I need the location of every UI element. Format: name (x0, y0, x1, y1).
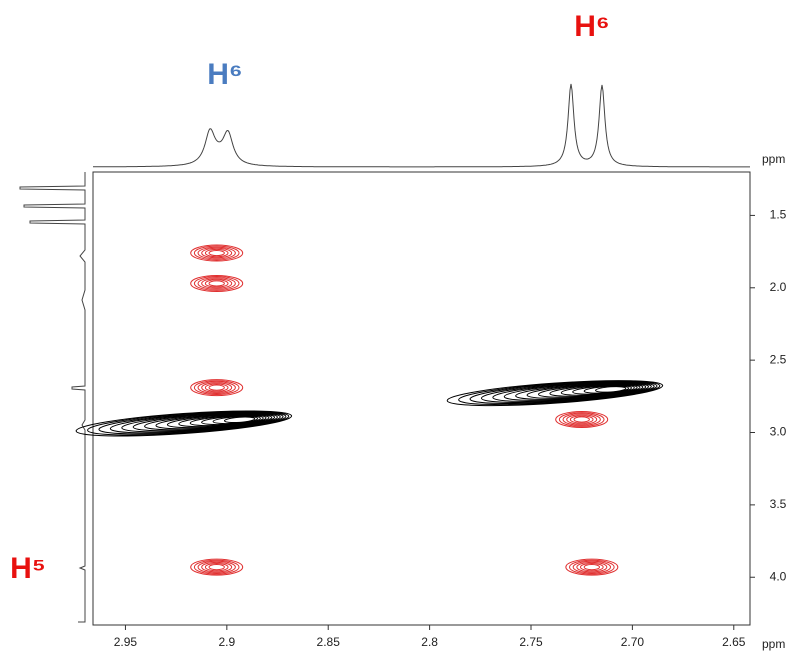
contour (197, 560, 236, 574)
contour (193, 245, 240, 261)
cross-peak (565, 558, 619, 576)
contour (190, 244, 244, 262)
x-tick-label: 2.75 (519, 635, 543, 649)
contour (178, 414, 267, 428)
contour (580, 562, 604, 572)
contour (526, 383, 644, 399)
contour (109, 411, 284, 434)
cross-peak (190, 379, 244, 397)
contour (572, 385, 632, 395)
contour (87, 410, 290, 436)
contour (569, 415, 594, 424)
contour (492, 381, 652, 402)
annotation: H⁵ (10, 552, 46, 585)
contour (190, 379, 244, 397)
contour (503, 382, 649, 401)
projection-left (19, 172, 86, 623)
cross-peak (190, 558, 244, 576)
contour (569, 559, 615, 575)
contour (197, 277, 236, 290)
contour (595, 386, 627, 393)
contour (223, 416, 256, 424)
contour (189, 415, 264, 427)
contour (583, 385, 630, 394)
contour (201, 415, 261, 426)
y-tick-label: 4.0 (770, 569, 787, 583)
contour (121, 412, 281, 433)
contour (201, 247, 233, 259)
contour (201, 561, 233, 573)
contour (166, 414, 270, 429)
x-tick-label: 2.65 (722, 635, 746, 649)
contour (208, 384, 225, 391)
contour (565, 558, 619, 576)
x-tick-label: 2.85 (317, 635, 341, 649)
cross-peak (75, 410, 293, 437)
x-tick-label: 2.70 (621, 635, 645, 649)
contour (562, 413, 601, 426)
x-axis-label: ppm (762, 637, 785, 651)
x-tick-label: 2.8 (421, 635, 438, 649)
contour (212, 416, 259, 425)
contour (193, 380, 240, 396)
contour (201, 278, 233, 289)
y-tick-label: 1.5 (770, 208, 787, 222)
cross-peak (190, 244, 244, 262)
projection-top (93, 83, 750, 168)
contour (197, 246, 236, 260)
contour (549, 384, 638, 397)
x-tick-label: 2.9 (218, 635, 235, 649)
contour (469, 381, 658, 405)
contour (201, 382, 233, 393)
contour (208, 280, 225, 287)
contour (515, 382, 647, 400)
cross-peak (555, 410, 609, 428)
y-tick-label: 2.5 (770, 352, 787, 366)
annotation: H⁶ (207, 58, 242, 91)
contour (560, 384, 635, 396)
contour (197, 381, 236, 394)
contour (75, 410, 293, 437)
contour (458, 380, 661, 406)
contour (155, 413, 273, 430)
contour (576, 561, 608, 573)
contour (204, 383, 229, 392)
contour (558, 412, 605, 427)
x-axis-label-top: ppm (762, 152, 785, 166)
contour (446, 380, 664, 407)
contour (144, 413, 276, 431)
contour (193, 276, 240, 291)
contour (193, 559, 240, 575)
y-tick-label: 2.0 (770, 280, 787, 294)
contour (204, 279, 229, 288)
contour (208, 564, 225, 571)
x-tick-label: 2.95 (114, 635, 138, 649)
y-tick-label: 3.5 (770, 497, 787, 511)
cross-peak (446, 380, 664, 407)
contour (566, 414, 598, 425)
contour (573, 416, 590, 423)
y-tick-label: 3.0 (770, 425, 787, 439)
contour (190, 558, 244, 576)
contour (98, 411, 287, 435)
contour (204, 248, 229, 258)
contour (132, 412, 278, 432)
contour (537, 383, 641, 398)
contour (583, 564, 600, 571)
contour (204, 562, 229, 572)
annotation: H⁶ (574, 10, 609, 43)
contour (208, 249, 225, 257)
plot-frame (92, 171, 751, 626)
contour (572, 560, 611, 574)
contour (480, 381, 655, 403)
contour (555, 410, 609, 428)
cross-peak (190, 274, 244, 292)
contour (190, 274, 244, 292)
